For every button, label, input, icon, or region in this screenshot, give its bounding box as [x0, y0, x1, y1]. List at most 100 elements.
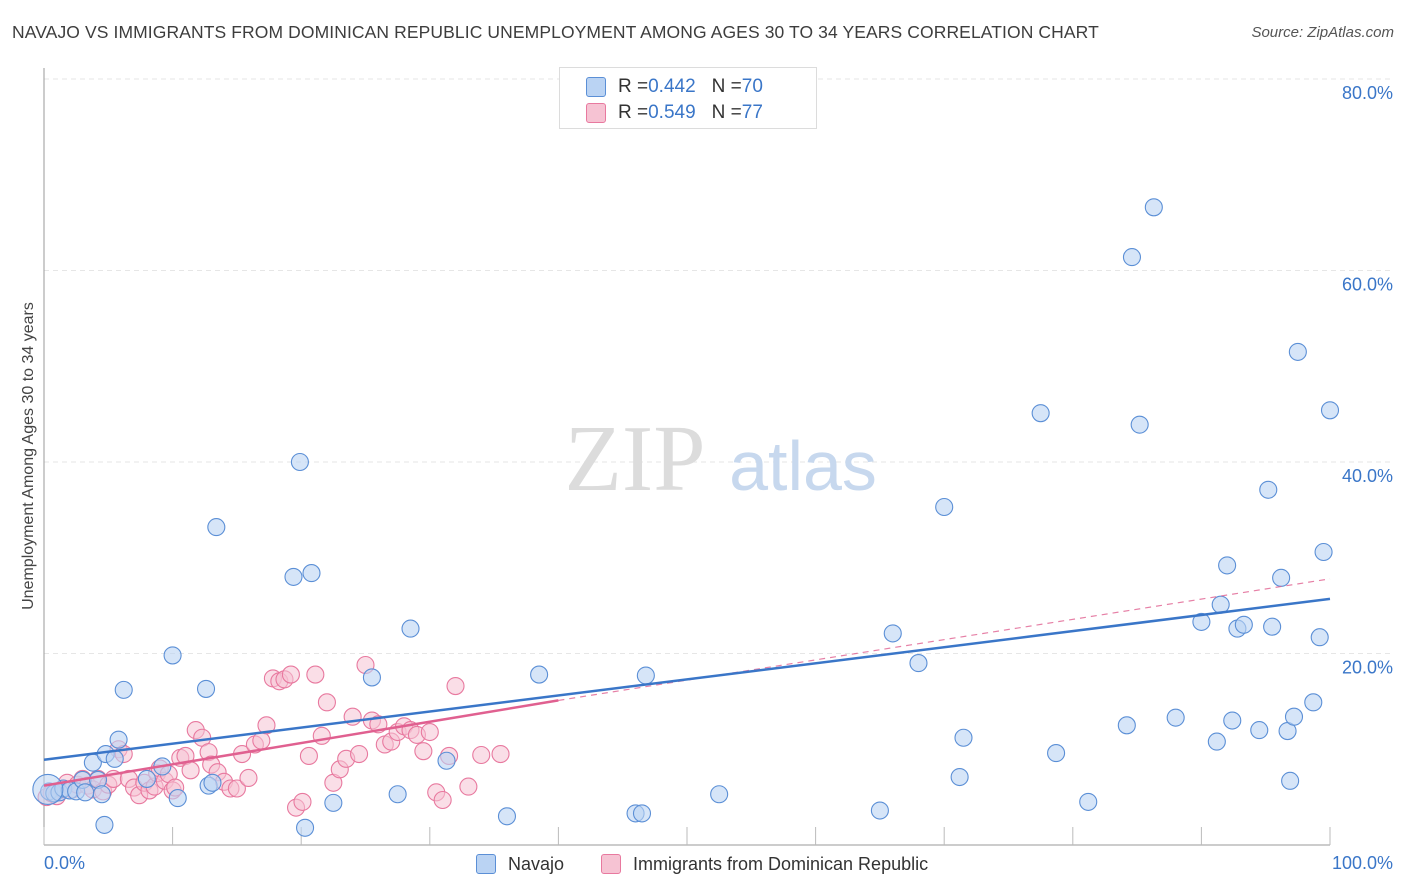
navajo-point — [324, 793, 343, 812]
dominican-point — [257, 716, 276, 735]
watermark-zip: ZIP — [565, 407, 706, 511]
y-tick-label: 40.0% — [1342, 466, 1393, 486]
n-value: 70 — [741, 76, 763, 97]
dominican-point — [433, 790, 452, 810]
dominican-point — [239, 768, 258, 788]
y-tick-label: 60.0% — [1342, 275, 1393, 295]
grid-lines — [44, 78, 1392, 654]
navajo-point — [401, 619, 420, 638]
dominican-swatch — [601, 854, 621, 874]
navajo-point — [95, 815, 114, 834]
navajo-point — [883, 624, 902, 643]
x-tick-labels: 0.0% 100.0% — [44, 853, 1393, 873]
legend-label-dominican: Immigrants from Dominican Republic — [633, 853, 929, 874]
navajo-point — [302, 564, 321, 583]
dominican-point — [293, 792, 312, 811]
chart-title: NAVAJO VS IMMIGRANTS FROM DOMINICAN REPU… — [12, 22, 1099, 42]
navajo-point — [362, 668, 381, 687]
n-value: 77 — [741, 102, 763, 123]
navajo-point — [710, 785, 729, 804]
watermark: ZIP atlas — [565, 407, 877, 511]
navajo-point — [92, 785, 111, 804]
navajo-point — [1117, 716, 1136, 735]
series-navajo-points — [32, 198, 1340, 837]
navajo-point — [114, 680, 133, 699]
navajo-point — [935, 497, 954, 517]
navajo-point — [168, 789, 187, 808]
r-value: 0.549 — [648, 102, 696, 123]
y-tick-label: 80.0% — [1342, 83, 1393, 103]
navajo-point — [290, 452, 309, 472]
navajo-point — [1223, 711, 1242, 730]
navajo-point — [870, 801, 889, 820]
navajo-point-cluster — [32, 773, 64, 806]
dominican-point — [420, 722, 439, 742]
y-tick-labels: 20.0% 40.0% 60.0% 80.0% — [1342, 83, 1393, 678]
stats-row-dominican: R = 0.549 N = 77 — [586, 101, 763, 125]
navajo-point — [296, 818, 315, 837]
navajo-point — [1310, 628, 1329, 647]
legend-label-navajo: Navajo — [508, 853, 565, 874]
dominican-trend-line — [43, 699, 559, 787]
trend-lines — [43, 578, 1331, 787]
legend-item-navajo[interactable]: Navajo — [476, 852, 564, 876]
dominican-point — [414, 742, 433, 761]
r-label: R = — [618, 102, 649, 123]
n-label: N = — [711, 102, 742, 123]
n-label: N = — [711, 76, 742, 97]
navajo-point — [636, 666, 655, 685]
navajo-point — [1130, 415, 1149, 434]
legend-item-dominican[interactable]: Immigrants from Dominican Republic — [601, 852, 928, 876]
navajo-point — [437, 751, 456, 770]
navajo-point — [1192, 612, 1211, 631]
y-tick-label: 20.0% — [1342, 658, 1393, 678]
navajo-point — [1047, 744, 1066, 763]
watermark-atlas: atlas — [729, 427, 877, 505]
navajo-point — [497, 807, 517, 826]
navajo-point — [196, 679, 216, 698]
navajo-point — [1288, 342, 1307, 361]
navajo-point — [163, 646, 182, 665]
navajo-point — [1122, 248, 1142, 267]
navajo-point — [1284, 707, 1304, 726]
navajo-point — [137, 769, 156, 788]
x-tick-label-min: 0.0% — [44, 853, 85, 873]
navajo-point — [109, 730, 128, 749]
dominican-point — [181, 761, 200, 780]
dominican-point — [227, 779, 246, 798]
dominican-point — [446, 677, 465, 696]
navajo-point — [1207, 732, 1226, 751]
navajo-point — [1314, 542, 1333, 562]
navajo-point — [76, 783, 95, 802]
dominican-point — [317, 693, 336, 712]
navajo-swatch — [476, 854, 496, 874]
navajo-swatch — [586, 77, 606, 97]
navajo-point — [1263, 617, 1282, 636]
navajo-point — [909, 654, 928, 673]
dominican-point — [299, 746, 318, 766]
navajo-point — [632, 804, 652, 823]
dominican-point — [281, 665, 300, 684]
dominican-point — [252, 731, 271, 750]
dominican-point — [306, 665, 325, 684]
dominican-point — [491, 744, 510, 764]
dominican-point — [472, 745, 491, 765]
source-credit: Source: ZipAtlas.com — [1251, 24, 1394, 41]
navajo-point — [1272, 568, 1291, 587]
dominican-trend-extension — [558, 578, 1331, 702]
navajo-point — [950, 767, 969, 787]
navajo-point — [1281, 771, 1300, 790]
navajo-point — [1320, 401, 1340, 420]
r-value: 0.442 — [648, 76, 696, 97]
navajo-point — [1234, 615, 1253, 634]
r-label: R = — [618, 76, 649, 97]
stats-legend: R = 0.442 N = 70 R = 0.549 N = 77 — [559, 67, 817, 129]
navajo-point — [1250, 721, 1269, 740]
navajo-point — [1166, 708, 1185, 727]
navajo-point — [954, 728, 973, 747]
navajo-point — [284, 567, 303, 586]
navajo-point — [530, 665, 549, 684]
navajo-point — [207, 518, 226, 537]
dominican-point — [350, 744, 369, 764]
